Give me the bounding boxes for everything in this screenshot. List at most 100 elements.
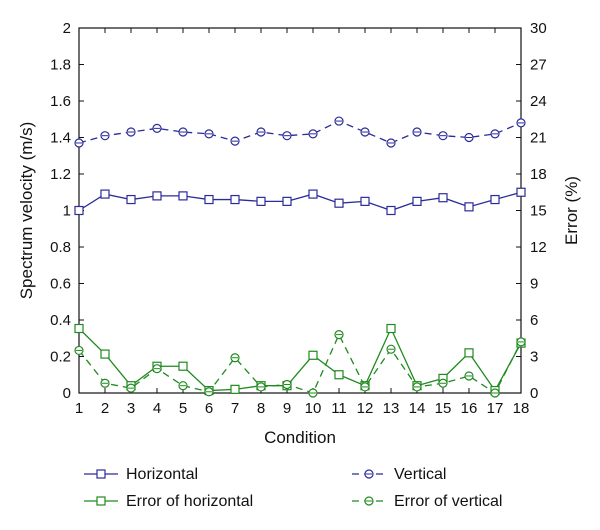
x-tick-label: 10 bbox=[305, 400, 322, 417]
legend-item-horizontal: Horizontal bbox=[84, 466, 198, 483]
data-point-vertical bbox=[230, 136, 240, 146]
data-point-vertical bbox=[74, 138, 84, 148]
series-vertical bbox=[74, 116, 526, 148]
legend: Horizontal Vertical Error of horizontal Err… bbox=[84, 466, 502, 510]
x-tick-label: 12 bbox=[357, 400, 374, 417]
x-tick-label: 5 bbox=[179, 400, 187, 417]
series-line-error-of-vertical bbox=[78, 333, 522, 394]
data-point-horizontal bbox=[412, 196, 422, 206]
plot-frame bbox=[78, 27, 522, 394]
x-tick-label: 1 bbox=[75, 400, 83, 417]
y2-tick-label: 3 bbox=[530, 349, 538, 366]
data-point-vertical bbox=[308, 129, 318, 139]
data-point-error-of-vertical bbox=[334, 330, 344, 340]
data-point-error-of-vertical bbox=[308, 388, 318, 398]
plot-area bbox=[78, 27, 522, 394]
data-point-error-of-vertical bbox=[204, 387, 214, 397]
y2-tick-label: 24 bbox=[530, 93, 547, 110]
x-tick-label: 2 bbox=[101, 400, 109, 417]
data-point-horizontal bbox=[152, 191, 162, 201]
y-tick-label: 0 bbox=[63, 385, 71, 402]
data-point-error-of-vertical bbox=[438, 378, 448, 388]
data-point-error-of-horizontal bbox=[464, 348, 474, 358]
y2-tick-label: 21 bbox=[530, 130, 547, 147]
x-tick-label: 8 bbox=[257, 400, 265, 417]
series-layer bbox=[74, 116, 526, 398]
data-point-error-of-vertical bbox=[256, 382, 266, 392]
data-point-horizontal bbox=[334, 198, 344, 208]
x-tick-label: 15 bbox=[435, 400, 452, 417]
data-point-error-of-horizontal bbox=[230, 384, 240, 394]
x-tick-label: 13 bbox=[383, 400, 400, 417]
legend-item-vertical: Vertical bbox=[352, 466, 446, 483]
data-point-vertical bbox=[178, 127, 188, 137]
y2-tick-label: 0 bbox=[530, 385, 538, 402]
legend-label-horizontal: Horizontal bbox=[126, 466, 198, 483]
y-tick-label: 0.8 bbox=[50, 239, 71, 256]
series-error-of-vertical bbox=[74, 330, 526, 398]
data-point-horizontal bbox=[256, 196, 266, 206]
data-point-horizontal bbox=[126, 194, 136, 205]
data-point-error-of-vertical bbox=[412, 382, 422, 392]
legend-marker-horizontal bbox=[96, 469, 106, 479]
y-tick-label: 0.2 bbox=[50, 349, 71, 366]
y-tick-label: 0.4 bbox=[50, 312, 71, 329]
x-tick-label: 4 bbox=[153, 400, 161, 417]
series-line-vertical bbox=[78, 120, 522, 144]
x-tick-label: 17 bbox=[487, 400, 504, 417]
y-tick-label: 1.6 bbox=[50, 93, 71, 110]
x-tick-label: 6 bbox=[205, 400, 213, 417]
legend-label-error-of-vertical: Error of vertical bbox=[394, 493, 502, 510]
data-point-error-of-vertical bbox=[516, 337, 526, 347]
data-point-error-of-vertical bbox=[230, 353, 240, 363]
data-point-vertical bbox=[386, 138, 396, 148]
data-point-horizontal bbox=[490, 194, 500, 205]
y-tick-label: 1.4 bbox=[50, 130, 71, 147]
data-point-error-of-vertical bbox=[74, 345, 84, 356]
x-axis-title: Condition bbox=[264, 428, 336, 447]
data-point-vertical bbox=[360, 127, 370, 137]
y2-tick-label: 12 bbox=[530, 239, 547, 256]
x-tick-label: 7 bbox=[231, 400, 239, 417]
legend-marker-vertical bbox=[364, 469, 374, 479]
legend-item-error-of-horizontal: Error of horizontal bbox=[84, 493, 253, 510]
data-point-vertical bbox=[282, 131, 292, 141]
data-point-horizontal bbox=[204, 194, 214, 205]
data-point-horizontal bbox=[230, 194, 240, 205]
x-tick-label: 14 bbox=[409, 400, 426, 417]
data-point-error-of-vertical bbox=[152, 364, 162, 374]
data-point-vertical bbox=[100, 131, 110, 141]
x-tick-label: 9 bbox=[283, 400, 291, 417]
y-axis-title: Spectrum velocity (m/s) bbox=[17, 122, 36, 300]
y-tick-label: 1.2 bbox=[50, 166, 71, 183]
y-tick-label: 2 bbox=[63, 20, 71, 37]
data-point-vertical bbox=[464, 132, 474, 143]
data-point-vertical bbox=[256, 127, 266, 137]
y2-tick-label: 18 bbox=[530, 166, 547, 183]
data-point-horizontal bbox=[360, 196, 370, 206]
data-point-error-of-vertical bbox=[282, 379, 292, 390]
y2-tick-label: 15 bbox=[530, 203, 547, 220]
x-tick-label: 3 bbox=[127, 400, 135, 417]
data-point-error-of-horizontal bbox=[74, 323, 84, 334]
data-point-horizontal bbox=[74, 205, 84, 216]
series-line-error-of-horizontal bbox=[78, 326, 522, 392]
data-point-vertical bbox=[152, 123, 162, 133]
data-point-error-of-horizontal bbox=[178, 361, 188, 371]
data-point-vertical bbox=[412, 127, 422, 137]
y-tick-label: 0.6 bbox=[50, 276, 71, 293]
legend-label-error-of-horizontal: Error of horizontal bbox=[126, 493, 253, 510]
legend-marker-error-of-horizontal bbox=[96, 496, 106, 506]
data-point-horizontal bbox=[438, 193, 448, 203]
data-point-error-of-vertical bbox=[178, 381, 188, 391]
data-point-horizontal bbox=[178, 191, 188, 201]
y2-tick-label: 30 bbox=[530, 20, 547, 37]
x-tick-label: 16 bbox=[461, 400, 478, 417]
data-point-vertical bbox=[126, 127, 136, 137]
y2-tick-label: 6 bbox=[530, 312, 538, 329]
x-tick-label: 18 bbox=[513, 400, 530, 417]
data-point-horizontal bbox=[386, 205, 396, 216]
data-point-error-of-horizontal bbox=[386, 323, 396, 334]
y2-axis-title: Error (%) bbox=[562, 176, 581, 245]
